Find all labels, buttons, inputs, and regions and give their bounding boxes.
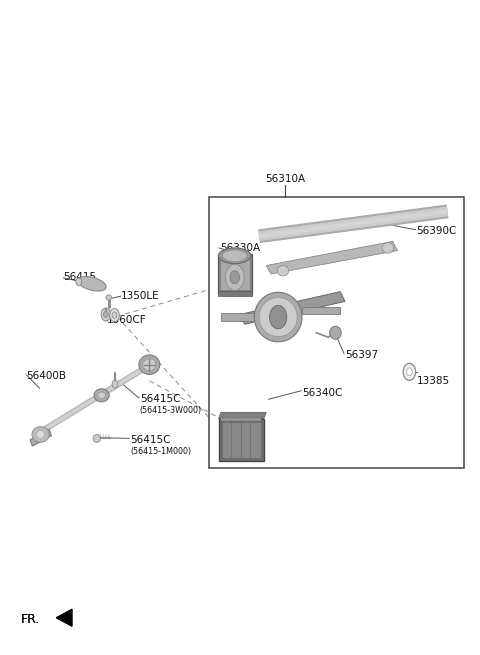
Polygon shape [218,412,266,419]
Ellipse shape [407,368,412,376]
Ellipse shape [230,271,240,284]
Text: 56330A: 56330A [220,243,260,253]
Ellipse shape [403,364,416,381]
Ellipse shape [110,309,119,322]
Text: 1350LE: 1350LE [120,291,159,301]
Ellipse shape [222,250,247,261]
Text: 56400B: 56400B [27,371,67,381]
Ellipse shape [112,312,117,318]
Ellipse shape [76,278,82,286]
Text: FR.: FR. [21,613,40,626]
Ellipse shape [330,326,341,339]
Bar [221,422,262,458]
Ellipse shape [78,276,106,291]
Text: 56397: 56397 [345,350,378,360]
Bar [209,197,464,468]
Ellipse shape [254,292,302,342]
Ellipse shape [225,264,244,290]
Text: 56390C: 56390C [417,226,457,236]
Text: (56415-3W000): (56415-3W000) [140,406,202,415]
Ellipse shape [270,305,287,329]
Text: 56415C: 56415C [130,436,171,445]
Polygon shape [56,609,72,626]
Ellipse shape [98,392,106,399]
Text: 13385: 13385 [417,376,450,386]
Ellipse shape [139,355,160,375]
Text: 56415C: 56415C [140,394,180,404]
Ellipse shape [259,297,297,337]
Text: 1360CF: 1360CF [107,314,146,325]
Ellipse shape [104,311,108,318]
Ellipse shape [93,434,101,442]
Bar [217,254,252,293]
Polygon shape [240,291,345,324]
Ellipse shape [218,248,251,263]
Ellipse shape [382,243,394,253]
Ellipse shape [112,381,118,388]
Ellipse shape [277,265,288,276]
Text: FR.: FR. [21,613,40,626]
Text: 56340C: 56340C [302,388,342,398]
Bar [220,257,250,290]
Bar [218,419,264,461]
Bar [221,417,262,421]
Bar [217,291,252,296]
Ellipse shape [36,430,44,438]
Ellipse shape [32,426,49,442]
Text: (56415-1M000): (56415-1M000) [130,447,192,456]
Ellipse shape [101,308,111,321]
Polygon shape [266,242,397,274]
Ellipse shape [106,295,112,300]
Polygon shape [30,429,51,446]
Text: 56415: 56415 [63,272,96,282]
Polygon shape [221,313,254,321]
Text: 56310A: 56310A [265,174,305,184]
Polygon shape [302,307,340,314]
Ellipse shape [143,359,156,371]
Ellipse shape [94,389,109,402]
